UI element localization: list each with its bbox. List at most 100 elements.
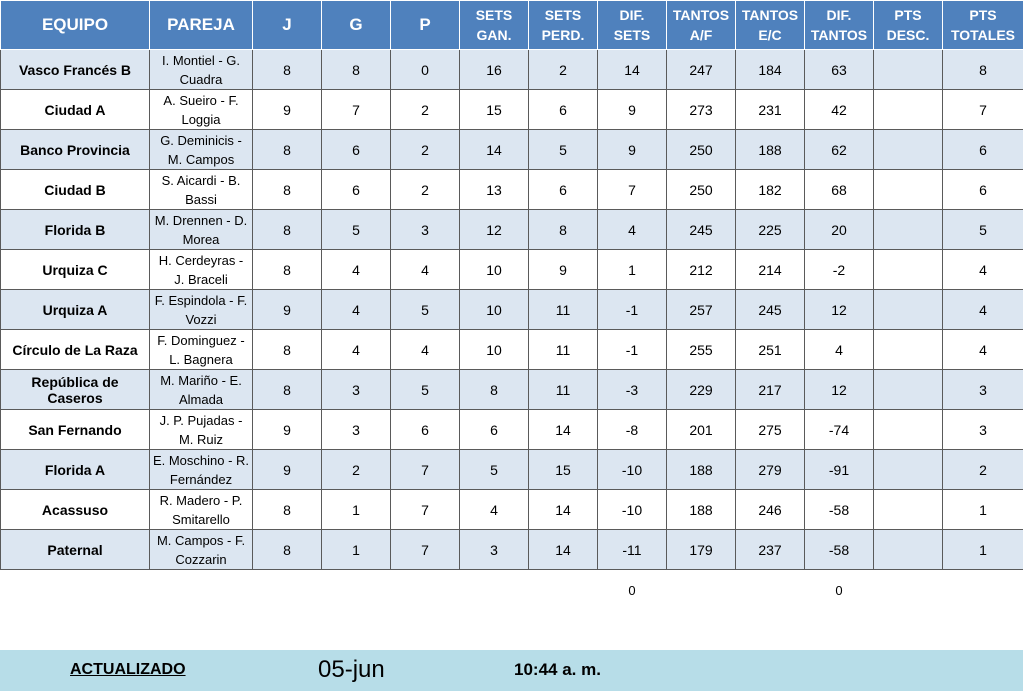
cell-sets-perd: 14 [529,490,598,530]
cell-j: 8 [253,50,322,90]
cell-pareja: E. Moschino - R. Fernández [150,450,253,490]
cell-j: 8 [253,490,322,530]
cell-tantos-af: 247 [667,50,736,90]
cell-tantos-ec: 237 [736,530,805,570]
cell-equipo: Ciudad A [1,90,150,130]
cell-sets-perd: 6 [529,170,598,210]
cell-p: 7 [391,490,460,530]
cell-g: 5 [322,210,391,250]
cell-j: 9 [253,450,322,490]
cell-p: 2 [391,90,460,130]
cell-tantos-af: 212 [667,250,736,290]
cell-equipo: Florida A [1,450,150,490]
cell-g: 6 [322,170,391,210]
header-row: EQUIPO PAREJA J G P SETS GAN. SETS PERD.… [1,1,1023,50]
cell-pareja: J. P. Pujadas - M. Ruiz [150,410,253,450]
cell-tantos-ec: 225 [736,210,805,250]
cell-equipo: Ciudad B [1,170,150,210]
cell-dif-sets: -11 [598,530,667,570]
cell-tantos-af: 250 [667,130,736,170]
cell-j: 8 [253,530,322,570]
cell-equipo: Acassuso [1,490,150,530]
header-pts-desc: PTS DESC. [874,1,943,50]
cell-dif-sets: -1 [598,290,667,330]
cell-sets-gan: 8 [460,370,529,410]
header-sets-gan: SETS GAN. [460,1,529,50]
header-dif-sets: DIF. SETS [598,1,667,50]
cell-pts-totales: 6 [943,170,1023,210]
cell-sets-gan: 6 [460,410,529,450]
cell-sets-gan: 4 [460,490,529,530]
cell-pareja: R. Madero - P. Smitarello [150,490,253,530]
cell-sets-gan: 10 [460,250,529,290]
cell-dif-tantos: 12 [805,290,874,330]
updated-time: 10:44 a. m. [514,660,601,680]
cell-sets-gan: 5 [460,450,529,490]
cell-pts-totales: 4 [943,250,1023,290]
cell-dif-sets: -10 [598,490,667,530]
cell-tantos-af: 250 [667,170,736,210]
cell-pareja: M. Campos - F. Cozzarin [150,530,253,570]
cell-dif-tantos: -91 [805,450,874,490]
cell-tantos-af: 179 [667,530,736,570]
cell-tantos-af: 245 [667,210,736,250]
cell-tantos-ec: 214 [736,250,805,290]
header-tantos-ec: TANTOS E/C [736,1,805,50]
cell-p: 4 [391,330,460,370]
cell-dif-sets: -3 [598,370,667,410]
cell-pts-desc [874,210,943,250]
cell-pts-desc [874,130,943,170]
cell-p: 7 [391,450,460,490]
cell-pts-totales: 3 [943,370,1023,410]
cell-sets-perd: 6 [529,90,598,130]
cell-g: 4 [322,250,391,290]
cell-pareja: I. Montiel - G. Cuadra [150,50,253,90]
cell-pts-desc [874,90,943,130]
cell-pts-totales: 1 [943,530,1023,570]
cell-j: 8 [253,210,322,250]
cell-pareja: F. Espindola - F. Vozzi [150,290,253,330]
cell-pts-desc [874,330,943,370]
cell-dif-tantos: 68 [805,170,874,210]
cell-p: 4 [391,250,460,290]
cell-dif-sets: 4 [598,210,667,250]
cell-pareja: A. Sueiro - F. Loggia [150,90,253,130]
cell-sets-gan: 10 [460,330,529,370]
cell-j: 8 [253,330,322,370]
cell-tantos-ec: 188 [736,130,805,170]
cell-sets-perd: 14 [529,530,598,570]
cell-p: 2 [391,130,460,170]
cell-sets-perd: 5 [529,130,598,170]
cell-equipo: Banco Provincia [1,130,150,170]
cell-dif-tantos: 4 [805,330,874,370]
cell-tantos-af: 257 [667,290,736,330]
updated-date: 05-jun [318,656,385,684]
cell-pts-totales: 8 [943,50,1023,90]
cell-tantos-ec: 217 [736,370,805,410]
total-dif-sets: 0 [598,570,667,611]
header-tantos-af: TANTOS A/F [667,1,736,50]
standings-table: EQUIPO PAREJA J G P SETS GAN. SETS PERD.… [0,0,1023,610]
header-p: P [391,1,460,50]
header-pts-totales: PTS TOTALES [943,1,1023,50]
cell-pts-desc [874,250,943,290]
cell-g: 8 [322,50,391,90]
cell-j: 8 [253,370,322,410]
cell-sets-gan: 14 [460,130,529,170]
cell-pts-totales: 2 [943,450,1023,490]
cell-dif-tantos: 12 [805,370,874,410]
cell-sets-perd: 2 [529,50,598,90]
cell-p: 5 [391,370,460,410]
cell-g: 6 [322,130,391,170]
cell-sets-gan: 12 [460,210,529,250]
cell-dif-sets: 9 [598,90,667,130]
cell-tantos-af: 201 [667,410,736,450]
cell-dif-tantos: -74 [805,410,874,450]
header-j: J [253,1,322,50]
cell-p: 5 [391,290,460,330]
